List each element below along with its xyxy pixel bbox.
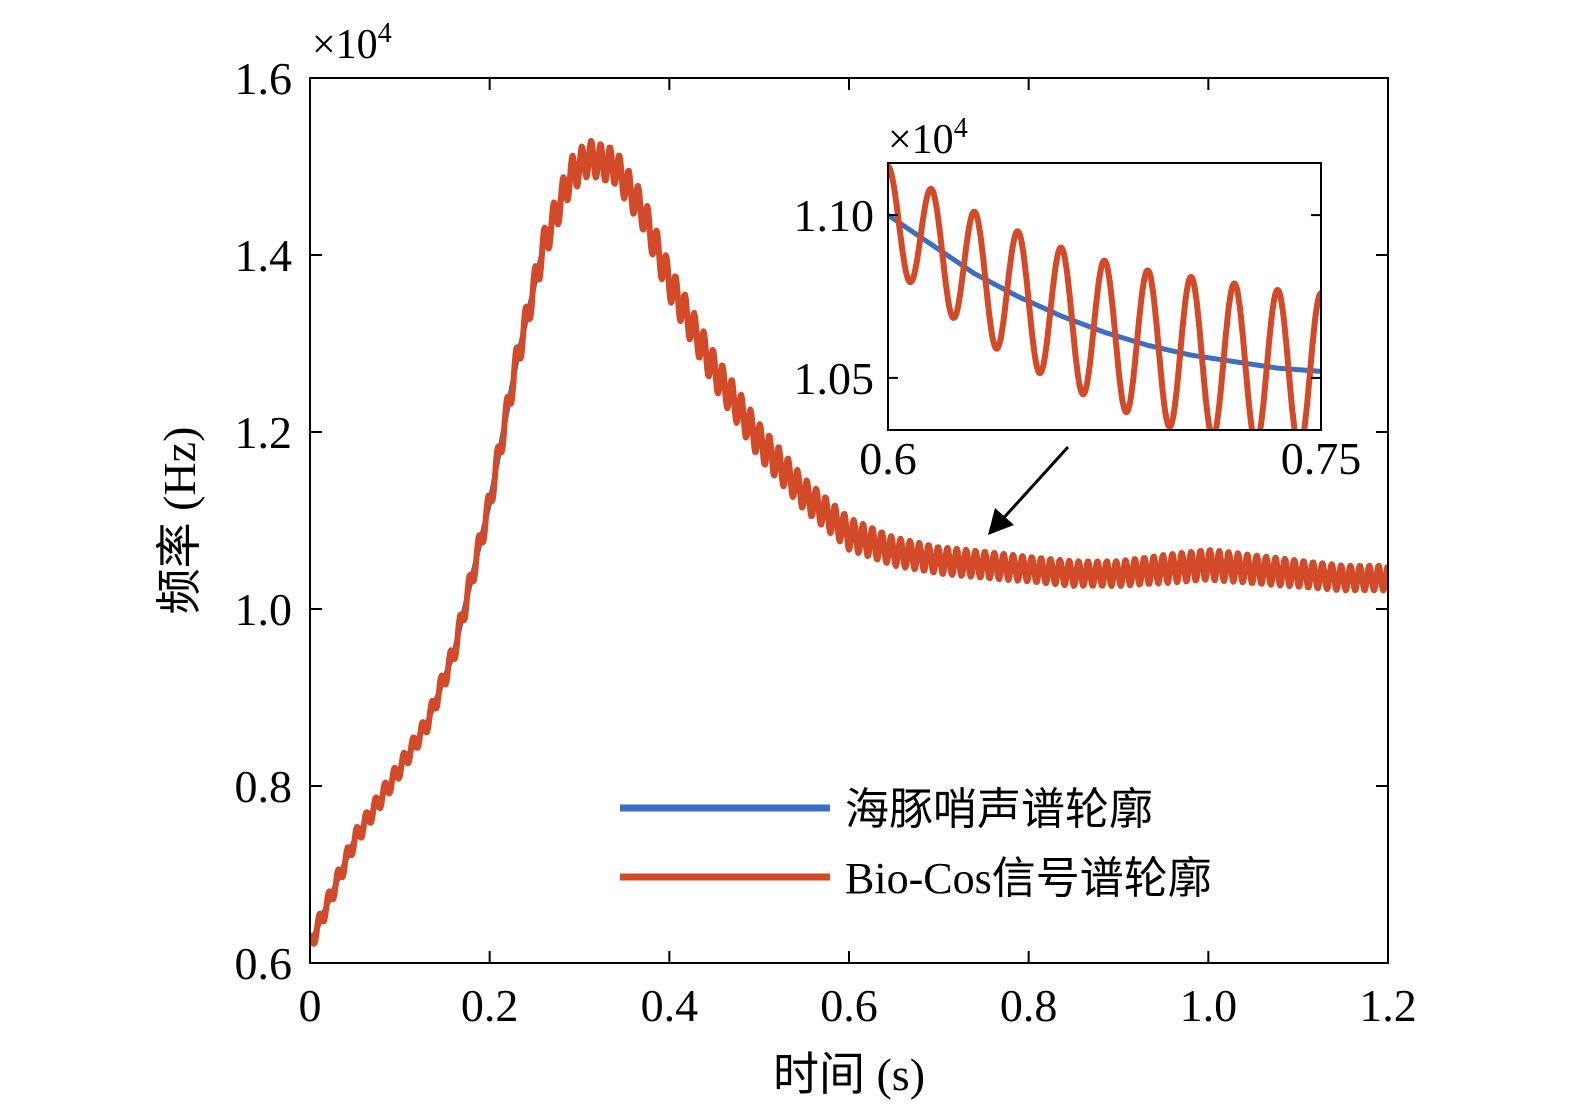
main-plot: 0 0.2 0.4 0.6 0.8 1.0 1.2 0.6 0.8 1.0 1.2 1.4 1.6 ×…	[154, 18, 1417, 1100]
main-y-multiplier-exponent: 4	[378, 18, 392, 49]
y-tick-label: 1.05	[794, 353, 875, 404]
y-axis-label: 频率 (Hz)	[154, 427, 205, 615]
series-line-1	[888, 163, 1321, 430]
x-axis-label: 时间 (s)	[773, 1049, 925, 1100]
inset-y-multiplier: ×104	[888, 113, 968, 163]
x-tick-label: 0.6	[820, 980, 878, 1031]
legend-label-whistle: 海豚哨声谱轮廓	[845, 785, 1153, 834]
legend: 海豚哨声谱轮廓 Bio-Cos信号谱轮廓	[620, 785, 1212, 903]
series-line-0	[888, 212, 1321, 374]
x-tick-label: 1.0	[1180, 980, 1238, 1031]
series-line-1	[310, 137, 1388, 947]
main-series-group	[310, 137, 1388, 947]
y-tick-label: 1.10	[794, 190, 875, 241]
x-tick-label: 0.8	[1000, 980, 1058, 1031]
inset-series-group	[888, 163, 1321, 430]
x-tick-label: 0.75	[1281, 433, 1362, 484]
x-tick-label: 0	[299, 980, 322, 1031]
inset-pointer-arrow	[988, 445, 1070, 535]
main-y-multiplier-base: ×10	[312, 22, 378, 68]
inset-x-ticks: 0.6 0.75	[859, 163, 1361, 484]
y-tick-label: 1.0	[235, 584, 293, 635]
legend-label-biocos: Bio-Cos信号谱轮廓	[845, 854, 1212, 903]
y-tick-label: 0.8	[235, 761, 293, 812]
inset-y-multiplier-exponent: 4	[954, 113, 968, 144]
inset-plot: 0.6 0.75 1.05 1.10 ×104	[794, 113, 1362, 484]
inset-y-multiplier-base: ×10	[888, 117, 954, 163]
x-tick-label: 0.2	[461, 980, 519, 1031]
y-tick-label: 0.6	[235, 938, 293, 989]
main-x-ticks: 0 0.2 0.4 0.6 0.8 1.0 1.2	[299, 78, 1417, 1031]
y-tick-label: 1.4	[235, 230, 293, 281]
main-y-ticks: 0.6 0.8 1.0 1.2 1.4 1.6	[235, 53, 1388, 989]
x-tick-label: 1.2	[1359, 980, 1417, 1031]
main-y-multiplier: ×104	[312, 18, 392, 68]
inset-y-ticks: 1.05 1.10	[794, 190, 1321, 404]
y-tick-label: 1.6	[235, 53, 293, 104]
y-tick-label: 1.2	[235, 407, 293, 458]
x-tick-label: 0.4	[641, 980, 699, 1031]
inset-background	[888, 163, 1321, 430]
x-tick-label: 0.6	[859, 433, 917, 484]
inset-plot-frame	[887, 162, 1322, 431]
